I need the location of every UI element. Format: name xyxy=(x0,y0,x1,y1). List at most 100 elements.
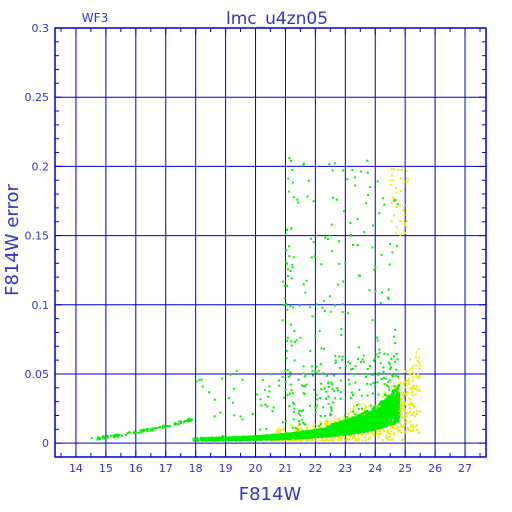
green-point xyxy=(336,432,339,435)
green-point xyxy=(387,410,390,413)
green-point xyxy=(394,395,397,398)
green-point xyxy=(382,416,385,419)
green-point xyxy=(388,400,391,403)
green-point xyxy=(339,391,342,394)
yellow-point xyxy=(405,384,408,387)
green-point xyxy=(388,394,391,397)
green-point xyxy=(275,437,278,440)
yellow-point xyxy=(311,439,314,442)
yellow-point xyxy=(393,427,396,430)
green-point xyxy=(298,423,301,426)
green-point xyxy=(314,433,317,436)
green-point xyxy=(345,423,348,426)
green-point xyxy=(351,420,354,423)
yellow-point xyxy=(322,439,325,442)
green-point xyxy=(347,360,350,363)
green-point xyxy=(393,398,396,401)
green-point xyxy=(398,392,401,395)
yellow-point xyxy=(351,435,354,438)
green-point xyxy=(297,378,300,381)
green-point xyxy=(366,426,369,429)
green-point xyxy=(200,378,203,381)
green-point xyxy=(373,384,376,387)
green-point xyxy=(279,434,282,437)
green-point xyxy=(388,408,391,411)
yellow-point xyxy=(397,168,400,171)
green-point xyxy=(373,357,376,360)
yellow-point xyxy=(403,431,406,434)
green-point xyxy=(311,436,314,439)
yellow-point xyxy=(394,386,397,389)
green-point xyxy=(233,414,236,417)
green-point xyxy=(392,414,395,417)
green-point xyxy=(380,407,383,410)
green-point xyxy=(291,432,294,435)
green-point xyxy=(346,430,349,433)
yellow-point xyxy=(398,414,401,417)
green-point xyxy=(388,402,391,405)
yellow-point xyxy=(319,424,322,427)
green-point xyxy=(341,358,344,361)
green-point xyxy=(198,378,201,381)
green-point xyxy=(396,413,399,416)
green-point xyxy=(221,377,224,380)
green-point xyxy=(380,418,383,421)
yellow-point xyxy=(419,410,422,413)
green-point xyxy=(98,438,101,441)
green-point xyxy=(305,434,308,437)
yellow-point xyxy=(402,438,405,441)
green-point xyxy=(383,420,386,423)
green-point xyxy=(320,431,323,434)
yellow-point xyxy=(315,439,318,442)
green-point xyxy=(370,417,373,420)
green-point xyxy=(310,434,313,437)
green-point xyxy=(386,407,389,410)
yellow-point xyxy=(403,417,406,420)
green-point xyxy=(284,436,287,439)
green-point xyxy=(323,428,326,431)
green-point xyxy=(287,437,290,440)
yellow-point xyxy=(402,396,405,399)
green-point xyxy=(253,437,256,440)
yellow-point xyxy=(386,437,389,440)
green-point xyxy=(394,328,397,331)
yellow-point xyxy=(389,433,392,436)
green-point xyxy=(207,438,210,441)
green-point xyxy=(313,436,316,439)
green-point xyxy=(363,417,366,420)
yellow-point xyxy=(402,382,405,385)
green-point xyxy=(393,384,396,387)
green-point xyxy=(150,429,153,432)
yellow-point xyxy=(301,439,304,442)
green-point xyxy=(332,428,335,431)
yellow-point xyxy=(405,421,408,424)
green-point xyxy=(235,436,238,439)
green-point xyxy=(277,379,280,382)
green-point xyxy=(137,432,140,435)
green-point xyxy=(393,407,396,410)
green-point xyxy=(392,392,395,395)
green-point xyxy=(297,434,300,437)
green-point xyxy=(324,429,327,432)
green-point xyxy=(224,436,227,439)
yellow-point xyxy=(329,423,332,426)
green-point xyxy=(336,425,339,428)
green-point xyxy=(182,420,185,423)
yellow-point xyxy=(371,433,374,436)
green-point xyxy=(394,408,397,411)
green-point xyxy=(186,418,189,421)
green-point xyxy=(366,373,369,376)
green-point xyxy=(167,425,170,428)
green-point xyxy=(361,421,364,424)
green-point xyxy=(113,436,116,439)
green-point xyxy=(376,427,379,430)
green-point xyxy=(371,246,374,249)
green-point xyxy=(381,421,384,424)
yellow-point xyxy=(357,434,360,437)
green-point xyxy=(324,432,327,435)
green-point xyxy=(382,407,385,410)
green-point xyxy=(379,362,382,365)
yellow-point xyxy=(407,382,410,385)
green-point xyxy=(382,400,385,403)
yellow-point xyxy=(402,182,405,185)
